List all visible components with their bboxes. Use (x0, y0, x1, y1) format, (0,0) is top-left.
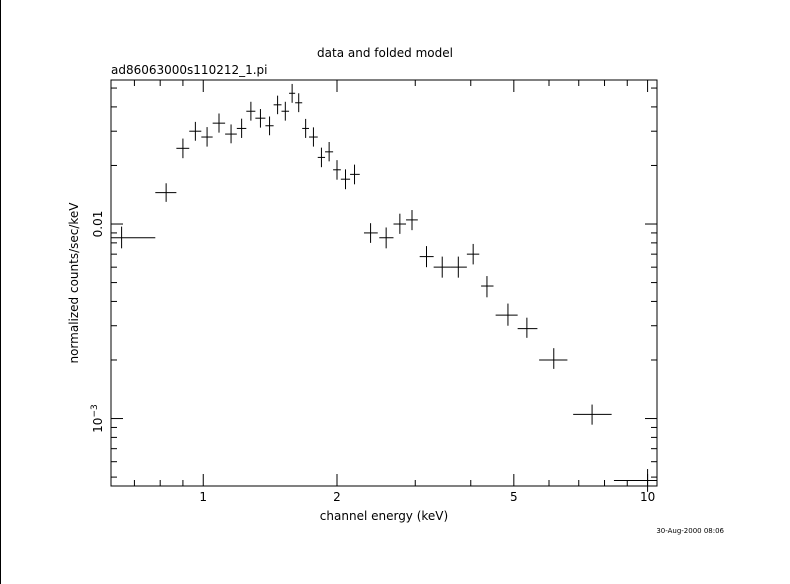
y-axis-label: normalized counts/sec/keV (67, 202, 81, 364)
data-point (273, 95, 282, 115)
data-point (495, 303, 518, 326)
data-point (350, 164, 360, 185)
axis-ticks (111, 80, 657, 486)
data-point (419, 246, 434, 268)
data-point (433, 256, 451, 278)
data-point (289, 83, 296, 103)
x-tick-label: 1 (199, 490, 207, 504)
data-point (481, 276, 494, 298)
data-point (201, 127, 213, 147)
data-point (363, 223, 378, 243)
chart-subtitle: ad86063000s110212_1.pi (111, 63, 268, 77)
data-point (212, 113, 226, 133)
data-point (295, 93, 303, 113)
chart-title: data and folded model (317, 46, 453, 60)
data-point (466, 243, 480, 265)
data-point (236, 118, 247, 138)
data-point (176, 138, 190, 159)
y-tick-label: 0.01 (91, 211, 105, 238)
data-point (255, 109, 266, 128)
data-point (281, 101, 290, 121)
data-point (517, 317, 538, 338)
data-point (340, 169, 351, 190)
x-tick-label: 5 (510, 490, 518, 504)
data-point (379, 227, 394, 249)
x-tick-label: 10 (640, 490, 655, 504)
data-point (189, 121, 202, 141)
data-point (155, 183, 177, 202)
data-point (450, 256, 467, 278)
data-point (302, 118, 310, 138)
data-point (393, 213, 407, 234)
data-points (111, 83, 657, 492)
x-axis-label: channel energy (keV) (320, 509, 448, 523)
data-point (309, 127, 318, 147)
data-point (225, 124, 237, 144)
data-point (573, 404, 612, 425)
data-point (406, 210, 418, 231)
data-point (539, 348, 568, 369)
data-point (333, 160, 341, 180)
data-point (317, 147, 326, 168)
data-point (325, 142, 334, 162)
data-point (613, 469, 657, 492)
data-point (265, 116, 274, 136)
data-point (246, 101, 256, 121)
x-tick-label: 2 (333, 490, 341, 504)
timestamp: 30-Aug-2000 08:06 (656, 527, 724, 535)
data-point (111, 226, 156, 249)
